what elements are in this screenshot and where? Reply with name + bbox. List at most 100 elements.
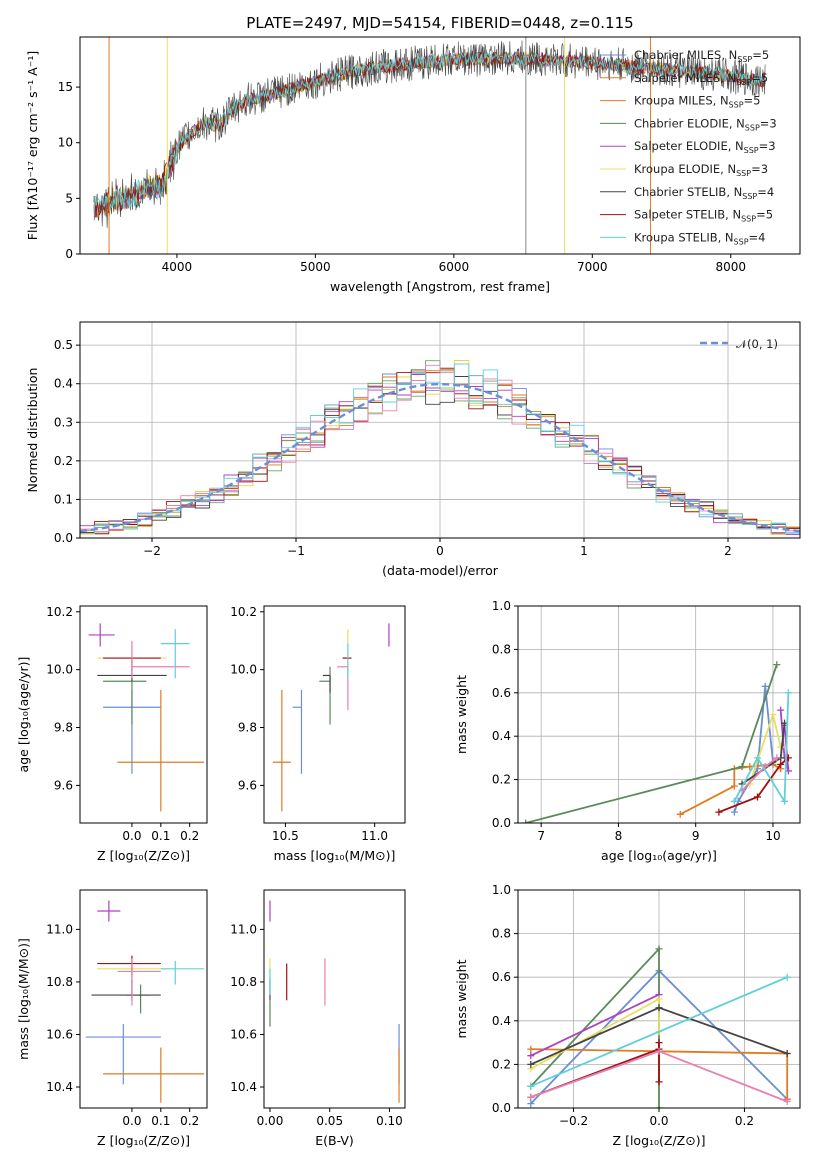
axes-frame bbox=[79, 605, 208, 824]
figure-title: PLATE=2497, MJD=54154, FIBERID=0448, z=0… bbox=[246, 14, 633, 32]
axes-frame bbox=[79, 36, 801, 255]
x-tick-label: 9 bbox=[692, 829, 700, 843]
x-tick-label: 0.0 bbox=[649, 1114, 668, 1128]
legend-entry: Kroupa STELIB, NSSP=4 bbox=[634, 230, 765, 246]
x-tick-label: 0.2 bbox=[180, 1114, 199, 1128]
mass-weight-marker bbox=[754, 793, 762, 801]
legend-entry: Kroupa MILES, NSSP=5 bbox=[634, 94, 760, 110]
legend-text: Salpeter MILES, N bbox=[634, 71, 736, 85]
y-tick-label: 1.0 bbox=[492, 883, 511, 897]
mass-weight-marker bbox=[777, 760, 785, 768]
y-tick-label: 0.4 bbox=[492, 1014, 511, 1028]
x-tick-label: 11.0 bbox=[361, 829, 388, 843]
legend-subscript: SSP bbox=[736, 169, 751, 178]
legend-subscript: SSP bbox=[742, 192, 757, 201]
y-tick-label: 10.6 bbox=[230, 1027, 257, 1041]
y-tick-label: 0.0 bbox=[492, 816, 511, 830]
legend-entry: Chabrier STELIB, NSSP=4 bbox=[634, 185, 774, 201]
y-tick-label: 5 bbox=[65, 191, 73, 205]
legend-text: =3 bbox=[760, 116, 777, 130]
y-tick-label: 0.1 bbox=[54, 492, 73, 506]
y-tick-label: 11.0 bbox=[46, 922, 73, 936]
y-tick-label: 10.6 bbox=[46, 1027, 73, 1041]
spectrum-series-line bbox=[93, 40, 766, 228]
mass-weight-marker bbox=[773, 661, 781, 669]
mass-weight-marker bbox=[730, 782, 738, 790]
gaussian-curve bbox=[80, 382, 800, 533]
legend-subscript: SSP bbox=[736, 78, 751, 87]
panel-residuals: −2 −1 0 1 2 0.0 0.1 0.2 0.3 0.4 0.5 (data-model)/er… bbox=[25, 321, 801, 578]
y-axis-label: Flux [fλ10⁻¹⁷ erg cm⁻² s⁻¹ A⁻¹] bbox=[25, 51, 40, 240]
mass-weight-marker bbox=[655, 945, 663, 953]
mass-weight-marker bbox=[655, 1078, 663, 1086]
spectrum-series-line bbox=[93, 51, 766, 214]
mass-weight-marker bbox=[527, 1093, 535, 1101]
x-axis-label: age [log₁₀(age/yr)] bbox=[601, 848, 717, 863]
y-tick-label: 10 bbox=[58, 136, 73, 150]
legend-entry: Salpeter MILES, NSSP=5 bbox=[634, 71, 768, 87]
y-tick-label: 10.0 bbox=[46, 663, 73, 677]
x-tick-label: 4000 bbox=[162, 260, 193, 274]
x-tick-label: 7 bbox=[537, 829, 545, 843]
plot-area bbox=[522, 661, 792, 823]
x-tick-label: 0.0 bbox=[122, 1114, 141, 1128]
x-axis-label: Z [log₁₀(Z/Z⊙)] bbox=[613, 1133, 706, 1148]
plot-area bbox=[527, 945, 791, 1108]
legend-subscript: SSP bbox=[737, 55, 752, 64]
panel-age-vs-mass: 10.5 11.0 9.6 9.8 10.0 10.2 mass [log₁₀(M/M⊙)] bbox=[230, 605, 406, 863]
plot-area bbox=[272, 623, 390, 812]
y-tick-label: 10.8 bbox=[46, 975, 73, 989]
y-axis-label: mass [log₁₀(M/M⊙)] bbox=[16, 938, 31, 1060]
panel-massweight-vs-Z: −0.2 0.0 0.2 0.0 0.2 0.4 0.6 0.8 1.0 Z [log₁₀(Z/Z… bbox=[454, 883, 801, 1148]
y-tick-label: 10.8 bbox=[230, 975, 257, 989]
x-tick-label: 10 bbox=[765, 829, 780, 843]
y-tick-label: 0.2 bbox=[492, 773, 511, 787]
y-tick-label: 0.2 bbox=[54, 454, 73, 468]
legend-text: Chabrier ELODIE, N bbox=[634, 116, 745, 130]
mass-weight-marker bbox=[676, 810, 684, 818]
mass-weight-marker bbox=[655, 1039, 663, 1047]
x-tick-label: 0.1 bbox=[151, 829, 170, 843]
mass-weight-marker bbox=[527, 1052, 535, 1060]
mass-weight-line bbox=[733, 692, 790, 805]
x-axis-label: mass [log₁₀(M/M⊙)] bbox=[274, 848, 396, 863]
panel-mass-vs-Z: 0.0 0.1 0.2 10.4 10.6 10.8 11.0 Z [log₁₀(Z/Z⊙)]… bbox=[16, 889, 208, 1148]
x-axis-label: wavelength [Angstrom, rest frame] bbox=[330, 279, 550, 294]
x-tick-label: −0.2 bbox=[559, 1114, 588, 1128]
legend-text: =3 bbox=[751, 162, 768, 176]
y-tick-label: 0.4 bbox=[492, 729, 511, 743]
y-axis-label: Normed distribution bbox=[25, 368, 40, 493]
legend-text: Kroupa ELODIE, N bbox=[634, 162, 736, 176]
x-tick-label: 0.2 bbox=[735, 1114, 754, 1128]
plot-area bbox=[88, 623, 205, 812]
legend-entry: Salpeter ELODIE, NSSP=3 bbox=[634, 139, 776, 155]
panel-age-vs-Z: 0.0 0.1 0.2 9.6 9.8 10.0 10.2 Z [log₁₀(Z/Z⊙)] ag… bbox=[16, 605, 208, 863]
legend-subscript: SSP bbox=[734, 237, 749, 246]
mass-weight-marker bbox=[522, 819, 530, 823]
plot-area bbox=[93, 37, 766, 254]
legend-text: Kroupa MILES, N bbox=[634, 94, 729, 108]
y-tick-label: 10.2 bbox=[46, 605, 73, 619]
legend-text: Kroupa STELIB, N bbox=[634, 230, 734, 244]
axes-frame bbox=[79, 889, 208, 1109]
mass-weight-line bbox=[741, 757, 778, 792]
x-tick-label: 0 bbox=[436, 544, 444, 558]
histogram-step bbox=[80, 363, 800, 534]
y-tick-label: 0.4 bbox=[54, 377, 73, 391]
y-tick-label: 10.0 bbox=[230, 663, 257, 677]
mass-weight-line bbox=[530, 1048, 789, 1100]
histogram-step bbox=[80, 360, 800, 535]
y-tick-label: 0.0 bbox=[492, 1101, 511, 1115]
plot-area bbox=[80, 360, 800, 536]
y-tick-label: 10.2 bbox=[230, 605, 257, 619]
mass-weight-marker bbox=[715, 808, 723, 816]
x-tick-label: 0.0 bbox=[122, 829, 141, 843]
y-tick-label: 0.8 bbox=[492, 927, 511, 941]
y-tick-label: 0.6 bbox=[492, 686, 511, 700]
x-tick-label: 0.05 bbox=[316, 1114, 343, 1128]
plot-area bbox=[85, 900, 205, 1103]
y-tick-label: 9.8 bbox=[54, 721, 73, 735]
plot-area bbox=[269, 900, 400, 1103]
